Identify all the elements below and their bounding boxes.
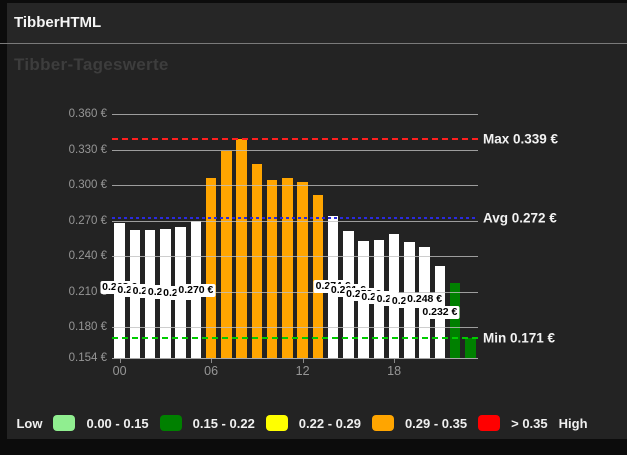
bar-value-label-05: 0.270 € bbox=[176, 284, 216, 297]
legend-range-label-0: 0.00 - 0.15 bbox=[86, 415, 149, 431]
price-range-legend: Low 0.00 - 0.15 0.15 - 0.22 0.22 - 0.29 0.29… bbox=[7, 410, 597, 436]
legend-range-label-3: 0.29 - 0.35 bbox=[404, 415, 468, 431]
gridline-0.154 bbox=[112, 358, 478, 359]
titlebar-divider bbox=[0, 43, 627, 44]
legend-swatch-2 bbox=[265, 415, 288, 431]
gridline-0.3 bbox=[112, 185, 478, 187]
bar-hour-09 bbox=[251, 163, 263, 358]
app-title: TibberHTML bbox=[14, 14, 102, 31]
chart-title: Tibber-Tageswerte bbox=[14, 55, 169, 74]
avg-label: Avg 0.272 € bbox=[483, 210, 557, 226]
y-axis-label: 0.360 € bbox=[68, 108, 107, 120]
x-axis-tick bbox=[302, 359, 304, 363]
legend-range-label-2: 0.22 - 0.29 bbox=[298, 415, 361, 431]
bar-hour-22 bbox=[449, 283, 461, 358]
legend-swatch-4 bbox=[478, 415, 501, 431]
y-axis-label: 0.330 € bbox=[68, 143, 107, 156]
bar-value-label-20: 0.248 € bbox=[405, 293, 445, 306]
bar-hour-10 bbox=[266, 180, 278, 358]
x-axis-label: 12 bbox=[295, 364, 310, 378]
y-axis-label: 0.154 € bbox=[68, 352, 107, 364]
x-axis-tick bbox=[211, 359, 213, 363]
gridline-0.21 bbox=[112, 291, 478, 293]
legend-high-label: High bbox=[558, 415, 588, 431]
y-axis-label: 0.240 € bbox=[68, 250, 107, 263]
min-line bbox=[112, 336, 478, 339]
gridline-0.27 bbox=[112, 220, 478, 222]
gridline-0.18 bbox=[112, 327, 478, 329]
bar-hour-13 bbox=[312, 194, 324, 358]
max-label: Max 0.339 € bbox=[483, 131, 559, 147]
legend-range-label-4: > 0.35 bbox=[511, 415, 548, 431]
legend-range-label-1: 0.15 - 0.22 bbox=[192, 415, 255, 431]
bar-hour-07 bbox=[221, 150, 232, 358]
x-axis-label: 18 bbox=[387, 364, 402, 378]
title-bar: TibberHTML bbox=[7, 3, 627, 43]
y-axis-label: 0.300 € bbox=[68, 179, 107, 192]
bar-hour-06 bbox=[205, 177, 217, 358]
legend-swatch-0 bbox=[53, 415, 76, 431]
y-axis-label: 0.180 € bbox=[68, 321, 107, 334]
x-axis-tick bbox=[394, 359, 396, 363]
legend-swatch-1 bbox=[159, 415, 182, 431]
bar-hour-12 bbox=[297, 181, 308, 358]
gridline-0.33 bbox=[112, 149, 478, 151]
gridline-0.36 bbox=[112, 114, 478, 115]
app-window: TibberHTML Tibber-Tageswerte 0.360 € 0.33… bbox=[7, 3, 627, 439]
x-axis-tick bbox=[119, 359, 121, 363]
min-label: Min 0.171 € bbox=[483, 330, 556, 346]
y-axis-label: 0.270 € bbox=[68, 214, 107, 227]
avg-line bbox=[112, 217, 478, 220]
bar-value-label-21: 0.232 € bbox=[420, 306, 460, 319]
bar-hour-08 bbox=[236, 138, 247, 358]
y-axis-label: 0.210 € bbox=[68, 285, 107, 298]
legend-low-label: Low bbox=[16, 415, 43, 431]
legend-swatch-3 bbox=[371, 415, 394, 431]
bar-hour-11 bbox=[282, 177, 293, 358]
price-bar-chart: 0.360 € 0.330 € 0.300 € 0.270 € 0.240 € 0.210… bbox=[7, 3, 627, 439]
x-axis-label: 06 bbox=[204, 364, 219, 378]
max-line bbox=[112, 137, 478, 140]
x-axis-label: 00 bbox=[112, 364, 127, 378]
bar-hour-23 bbox=[465, 337, 476, 358]
gridline-0.24 bbox=[112, 256, 478, 258]
